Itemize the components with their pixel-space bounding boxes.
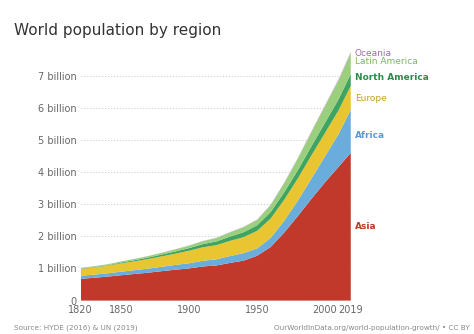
Text: Our World: Our World: [381, 20, 427, 29]
Text: Africa: Africa: [355, 131, 385, 140]
Text: OurWorldInData.org/world-population-growth/ • CC BY: OurWorldInData.org/world-population-grow…: [273, 325, 469, 331]
Text: Oceania: Oceania: [355, 49, 392, 58]
Text: Latin America: Latin America: [355, 57, 418, 66]
Text: in Data: in Data: [388, 32, 420, 41]
Text: Asia: Asia: [355, 222, 376, 231]
Text: Europe: Europe: [355, 95, 387, 104]
Text: World population by region: World population by region: [14, 23, 221, 38]
Text: Source: HYDE (2016) & UN (2019): Source: HYDE (2016) & UN (2019): [14, 324, 138, 331]
Text: North America: North America: [355, 73, 428, 82]
